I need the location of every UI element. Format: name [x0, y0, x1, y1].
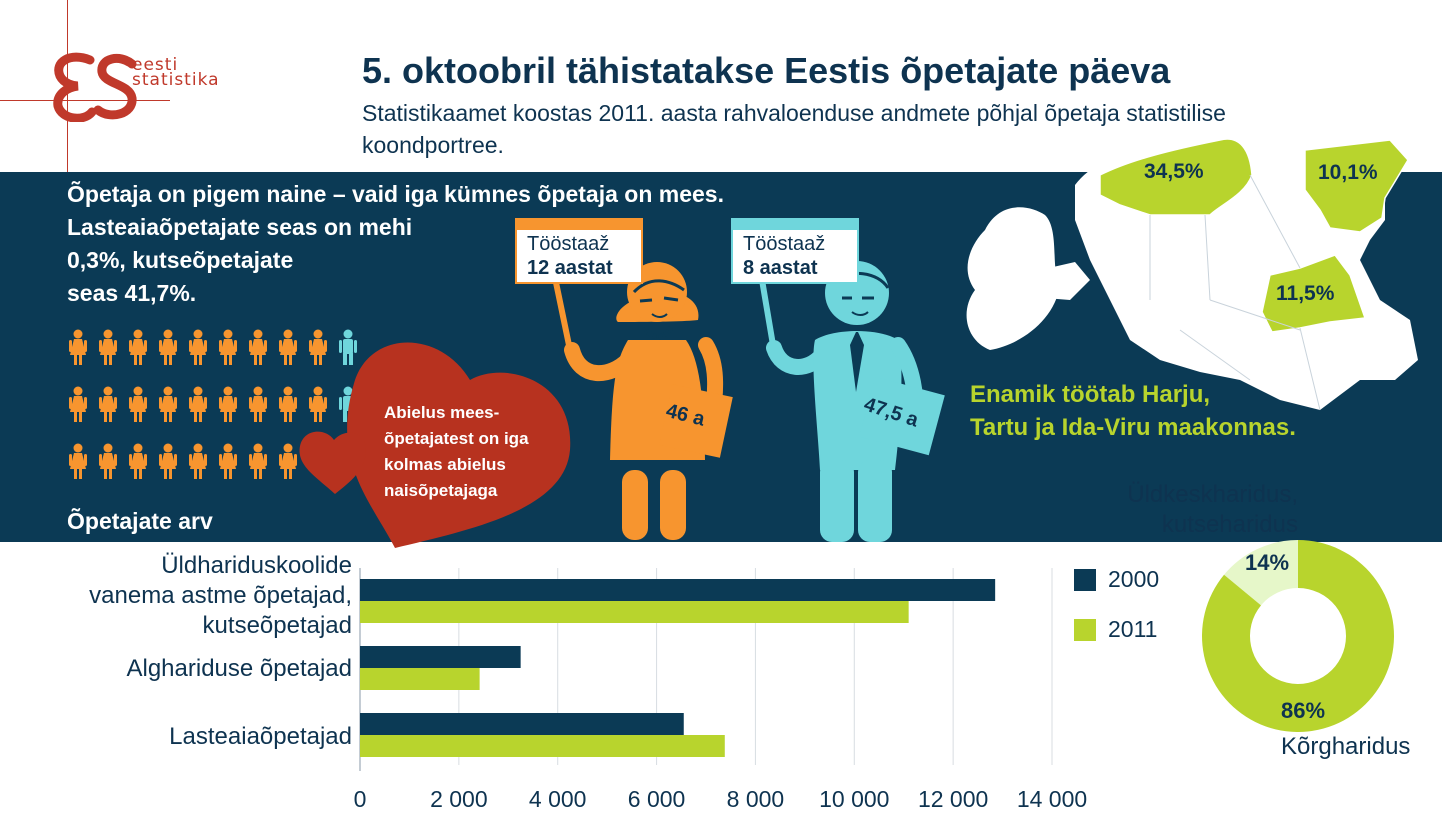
gender-fact: Õpetaja on pigem naine – vaid iga kümnes…	[67, 178, 827, 310]
heart-line: kolmas abielus	[384, 455, 506, 474]
category-label-kindergarten: Lasteaiaõpetajad	[169, 722, 352, 752]
fact-line: seas 41,7%.	[67, 280, 197, 306]
x-tick-label: 12 000	[918, 786, 988, 812]
donut-slice	[1224, 540, 1298, 606]
bar-2011	[360, 735, 725, 757]
female-experience-card: Tööstaaž 12 aastat	[515, 218, 643, 284]
heart-line: Abielus mees-	[384, 403, 500, 422]
fact-line: 0,3%, kutseõpetajate	[67, 247, 294, 273]
category-label-line: kutseõpetajad	[202, 612, 352, 639]
experience-value: 12 aastat	[527, 257, 613, 279]
experience-value: 8 aastat	[743, 257, 818, 279]
map-caption-line: Enamik töötab Harju,	[970, 381, 1211, 408]
calendar-top-icon	[515, 218, 643, 230]
donut-pct-secondary: 14%	[1245, 550, 1290, 575]
logo-horizontal-line	[0, 100, 170, 101]
donut-label-secondary: Üldkeskharidus, kutseharidus	[1127, 480, 1298, 540]
fact-line: Lasteaiaõpetajate seas on mehi	[67, 214, 413, 240]
chart-title: Õpetajate arv	[67, 508, 213, 534]
experience-label: Tööstaaž	[743, 233, 826, 255]
x-tick-label: 0	[354, 786, 367, 812]
category-label-upper-secondary: Üldhariduskoolide vanema astme õpetajad,…	[89, 551, 352, 641]
logo-text: eesti statistika	[132, 55, 220, 90]
x-tick-label: 2 000	[430, 786, 488, 812]
category-label-line: Üldhariduskoolide	[161, 552, 352, 579]
statistics-logo-icon	[53, 52, 137, 122]
x-tick-label: 14 000	[1017, 786, 1087, 812]
logo-line: statistika	[132, 70, 220, 90]
legend-item-2011: 2011	[1074, 616, 1157, 643]
bar-chart: 0 2 000 4 000 6 000 8 000 10 000 12 000 14 000	[354, 568, 1087, 812]
page-subtitle: Statistikaamet koostas 2011. aasta rahva…	[362, 100, 1226, 158]
donut-label-line: Üldkeskharidus,	[1127, 481, 1298, 508]
donut-label-line: kutseharidus	[1161, 511, 1298, 538]
heart-line: naisõpetajaga	[384, 481, 498, 500]
map-label-tartu: 11,5%	[1276, 282, 1335, 305]
bar-2011	[360, 601, 909, 623]
heart-text: Abielus mees- õpetajatest on iga kolmas …	[384, 400, 574, 504]
male-experience-card: Tööstaaž 8 aastat	[731, 218, 859, 284]
map-label-idaviru: 10,1%	[1318, 161, 1378, 184]
map-caption: Enamik töötab Harju, Tartu ja Ida-Viru m…	[970, 378, 1296, 444]
logo-line: eesti	[132, 55, 179, 75]
bar-2000	[360, 579, 996, 601]
bar-2000	[360, 646, 521, 668]
map-label-harju: 34,5%	[1144, 160, 1204, 183]
category-label-line: Lasteaiaõpetajad	[169, 723, 352, 750]
category-label-line: Alghariduse õpetajad	[126, 655, 352, 682]
fact-line: Õpetaja on pigem naine – vaid iga kümnes…	[67, 181, 724, 207]
bar-2011	[360, 668, 480, 690]
legend-label: 2011	[1108, 616, 1158, 642]
donut-pct-higher: 86%	[1281, 698, 1326, 723]
x-tick-label: 6 000	[628, 786, 686, 812]
donut-slice	[1202, 540, 1394, 732]
category-label-primary: Alghariduse õpetajad	[126, 654, 352, 684]
x-tick-label: 8 000	[727, 786, 785, 812]
map-caption-line: Tartu ja Ida-Viru maakonnas.	[970, 414, 1296, 441]
page-title: 5. oktoobril tähistatakse Eestis õpetaja…	[362, 50, 1171, 91]
heart-line: õpetajatest on iga	[384, 429, 529, 448]
x-tick-label: 4 000	[529, 786, 587, 812]
legend-label: 2000	[1108, 566, 1160, 592]
experience-label: Tööstaaž	[527, 233, 610, 255]
x-tick-label: 10 000	[819, 786, 889, 812]
legend-swatch	[1074, 568, 1096, 591]
legend-swatch	[1074, 618, 1096, 641]
donut-chart	[1202, 540, 1394, 732]
donut-label-higher: Kõrgharidus	[1281, 733, 1411, 760]
calendar-top-icon	[731, 218, 859, 230]
category-label-line: vanema astme õpetajad,	[89, 582, 352, 609]
bar-2000	[360, 713, 684, 735]
legend-item-2000: 2000	[1074, 566, 1159, 593]
